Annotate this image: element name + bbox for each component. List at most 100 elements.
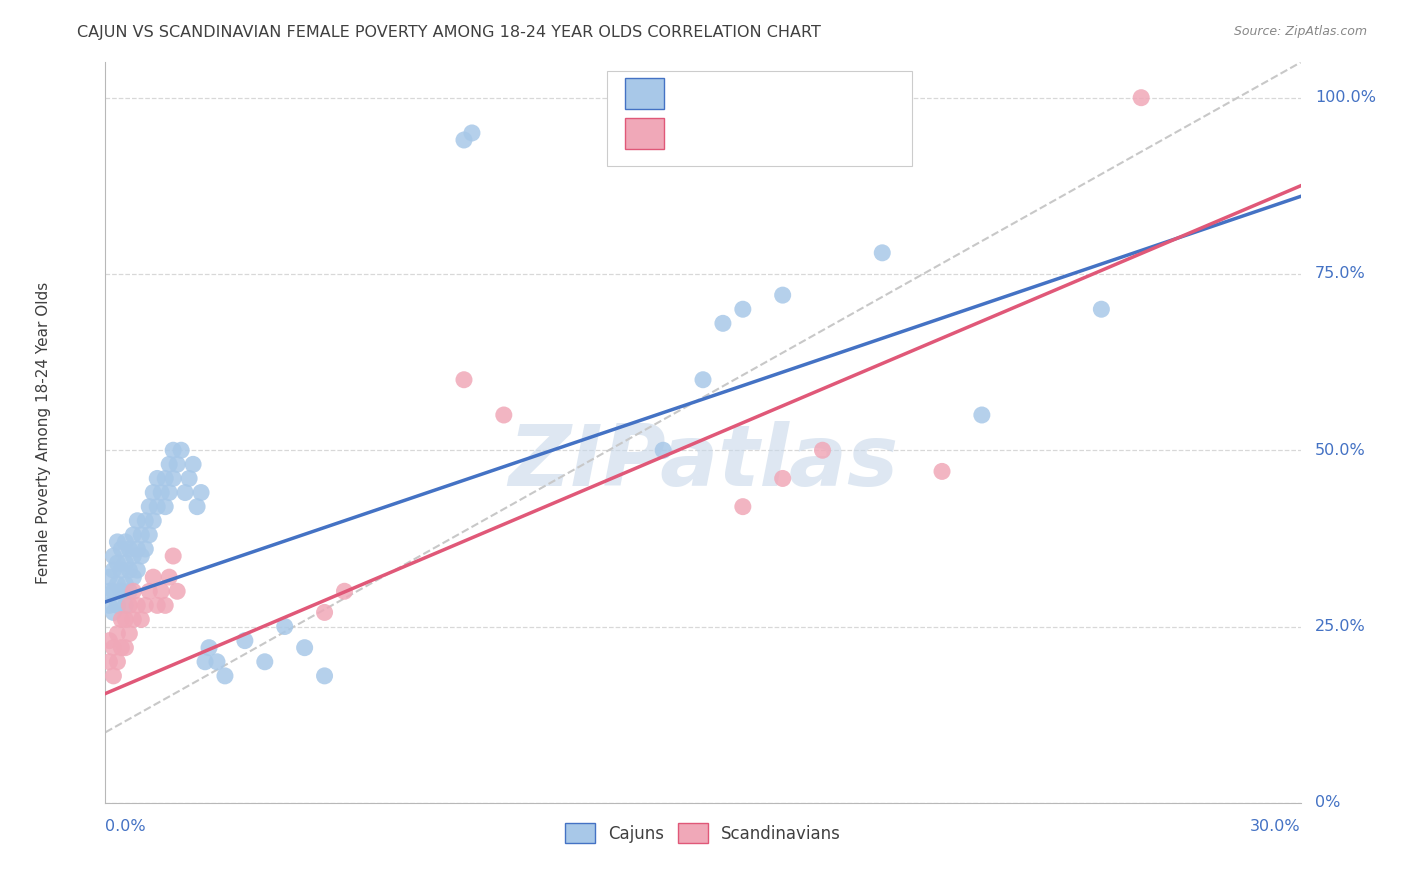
Point (103, 584, 125, 599)
Point (110, 612, 132, 626)
Point (118, 584, 141, 599)
Point (118, 626, 141, 640)
Text: Source: ZipAtlas.com: Source: ZipAtlas.com (1233, 25, 1367, 38)
Point (129, 549, 153, 563)
Point (153, 500, 177, 514)
Point (492, 408, 515, 422)
Point (114, 556, 136, 570)
Point (214, 669, 236, 683)
Point (153, 471, 177, 485)
Point (731, 302, 754, 317)
Point (134, 599, 156, 613)
Point (181, 458, 204, 472)
Point (110, 541, 132, 556)
Text: R = 0.604   N = 34: R = 0.604 N = 34 (675, 124, 868, 143)
Point (711, 316, 734, 330)
Point (114, 535, 136, 549)
Point (138, 528, 160, 542)
Point (103, 563, 125, 577)
Point (198, 640, 221, 655)
Point (129, 528, 153, 542)
Point (186, 500, 208, 514)
Point (1090, 302, 1112, 317)
Point (107, 626, 129, 640)
Point (811, 443, 834, 458)
Point (134, 541, 156, 556)
Point (138, 500, 160, 514)
Point (333, 584, 356, 599)
Text: 100.0%: 100.0% (1315, 90, 1376, 105)
Point (157, 570, 180, 584)
Point (253, 655, 276, 669)
Point (127, 541, 149, 556)
Point (134, 514, 156, 528)
Point (166, 584, 188, 599)
Point (142, 485, 165, 500)
Point (150, 584, 173, 599)
Point (127, 563, 149, 577)
FancyBboxPatch shape (626, 78, 664, 109)
Text: 25.0%: 25.0% (1315, 619, 1365, 634)
Point (127, 599, 149, 613)
Point (98, 599, 121, 613)
Point (1130, 91, 1153, 105)
Point (692, 373, 714, 387)
Point (98, 584, 121, 599)
Point (157, 485, 180, 500)
Point (107, 599, 129, 613)
Text: Female Poverty Among 18-24 Year Olds: Female Poverty Among 18-24 Year Olds (35, 282, 51, 583)
Point (153, 599, 177, 613)
Text: 75.0%: 75.0% (1315, 267, 1365, 282)
Text: 30.0%: 30.0% (1250, 819, 1301, 834)
Text: CAJUN VS SCANDINAVIAN FEMALE POVERTY AMONG 18-24 YEAR OLDS CORRELATION CHART: CAJUN VS SCANDINAVIAN FEMALE POVERTY AMO… (77, 25, 821, 40)
Point (114, 612, 136, 626)
Point (146, 500, 169, 514)
Point (294, 640, 316, 655)
Point (872, 245, 894, 260)
Point (652, 443, 675, 458)
Point (118, 563, 141, 577)
Point (118, 599, 141, 613)
Point (162, 471, 184, 485)
Point (157, 458, 180, 472)
FancyBboxPatch shape (626, 118, 664, 149)
Point (103, 640, 125, 655)
Point (314, 669, 336, 683)
Point (122, 528, 145, 542)
Point (194, 655, 217, 669)
Point (129, 612, 153, 626)
Point (731, 500, 754, 514)
Point (98, 655, 121, 669)
Point (931, 464, 953, 478)
Point (461, 126, 484, 140)
Point (114, 577, 136, 591)
Point (98, 633, 121, 648)
Point (114, 599, 136, 613)
Point (273, 619, 295, 633)
Point (205, 655, 228, 669)
Point (190, 485, 212, 500)
Text: 50.0%: 50.0% (1315, 442, 1365, 458)
Point (166, 458, 188, 472)
Point (107, 577, 129, 591)
Point (127, 514, 149, 528)
Point (150, 485, 173, 500)
Text: 0.0%: 0.0% (105, 819, 146, 834)
Point (103, 669, 125, 683)
Point (122, 612, 145, 626)
Text: R = 0.458   N = 70: R = 0.458 N = 70 (675, 84, 868, 103)
FancyBboxPatch shape (607, 71, 912, 166)
Point (103, 549, 125, 563)
Point (170, 443, 193, 458)
Text: ZIPatlas: ZIPatlas (508, 421, 898, 504)
Point (146, 471, 169, 485)
Point (970, 408, 993, 422)
Legend: Cajuns, Scandinavians: Cajuns, Scandinavians (558, 816, 848, 850)
Point (142, 514, 165, 528)
Point (122, 570, 145, 584)
Point (162, 549, 184, 563)
Point (110, 584, 132, 599)
Point (453, 133, 475, 147)
Point (146, 599, 169, 613)
Point (107, 556, 129, 570)
